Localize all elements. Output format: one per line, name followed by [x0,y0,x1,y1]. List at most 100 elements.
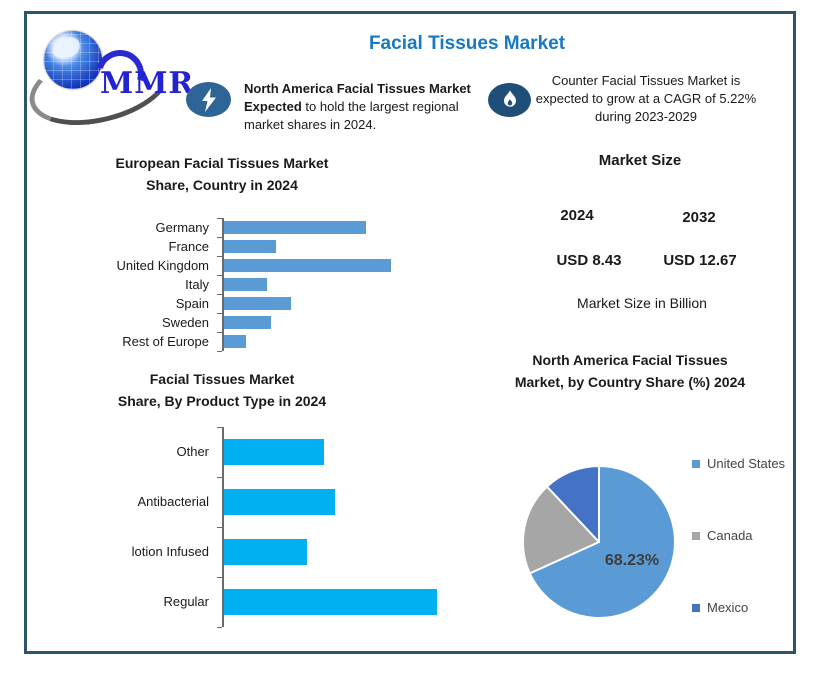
legend-label: United States [707,456,786,471]
pie-chart-title-line1: North America Facial Tissues [532,352,728,368]
bar-row: Regular [30,577,437,627]
legend-item-united-states: United States [692,455,785,472]
axis-tick [217,313,222,314]
bar-track [222,477,420,527]
market-size-value-2032: USD 12.67 [663,252,737,269]
pie-slice-mexico [545,465,600,543]
bar-label: Regular [163,594,209,609]
bar-track [222,427,420,477]
europe-chart-title-line2: Share, Country in 2024 [146,177,298,193]
bar-label: Other [176,444,209,459]
bar-label: Italy [185,277,209,292]
axis-tick [217,527,222,528]
axis-tick [217,237,222,238]
axis-tick [217,627,222,628]
bar-row: United Kingdom [30,256,420,275]
bar-sweden [224,316,271,329]
pie-chart-title: North America Facial Tissues Market, by … [515,349,745,393]
page-title: Facial Tissues Market [368,33,566,54]
bar-track [222,577,437,627]
bar-label: Antibacterial [137,494,209,509]
axis-tick [217,275,222,276]
pie-slice-canada [522,485,600,575]
axis-tick [217,351,222,352]
pie-slice-united-states [528,465,676,619]
product-chart-title-line2: Share, By Product Type in 2024 [117,393,327,409]
bar-regular [224,589,437,615]
legend-label: Canada [707,528,753,543]
legend-swatch-icon [692,603,700,612]
bar-row: France [30,237,420,256]
bar-track [222,237,420,256]
logo-text: MMR [100,66,195,101]
bar-label: France [168,239,209,254]
mmr-logo: MMR [21,24,196,139]
legend-label: Mexico [707,600,749,615]
bar-track [222,294,420,313]
callout-bold-1: North America Facial Tissues Market [244,81,471,96]
market-size-footnote: Market Size in Billion [577,295,707,311]
bar-row: Spain [30,294,420,313]
bar-row: Sweden [30,313,420,332]
market-size-title: Market Size [598,152,682,169]
y-axis-line [222,427,224,627]
bar-track [222,256,420,275]
bar-label: United Kingdom [116,258,210,273]
bar-track [222,275,420,294]
europe-chart-title: European Facial Tissues Market Share, Co… [116,152,329,196]
bar-row: Italy [30,275,420,294]
flame-icon [488,83,531,117]
bar-germany [224,221,366,234]
axis-tick [217,577,222,578]
bar-label: lotion Infused [131,544,209,559]
bar-spain [224,297,291,310]
lightning-bolt-glyph [201,87,216,112]
legend-swatch-icon [692,459,700,468]
bar-label: Sweden [162,315,209,330]
bar-row: Other [30,427,420,477]
bar-other [224,439,325,465]
axis-tick [217,218,222,219]
bar-label: Germany [155,220,209,235]
market-size-value-2024: USD 8.43 [556,252,622,269]
bar-track [222,313,420,332]
callout-counter-market: Counter Facial Tissues Market is expecte… [535,73,757,124]
bar-label: Rest of Europe [122,334,209,349]
bar-track [222,527,420,577]
bar-rest-of-europe [224,335,246,348]
product-chart-title-line1: Facial Tissues Market [149,371,295,387]
axis-tick [217,256,222,257]
axis-tick [217,332,222,333]
pie-legend: United States Canada Mexico [692,455,785,616]
bar-label: Spain [175,296,209,311]
pie-chart-svg [522,465,676,619]
axis-tick [217,294,222,295]
product-chart-title: Facial Tissues Market Share, By Product … [118,368,326,412]
bar-row: lotion Infused [30,527,420,577]
y-axis-line [222,218,224,351]
bar-france [224,240,276,253]
market-size-year-2032: 2032 [682,209,716,226]
europe-chart-title-line1: European Facial Tissues Market [115,155,329,171]
bar-track [222,218,420,237]
bar-lotion-infused [224,539,308,565]
axis-tick [217,427,222,428]
pie-chart [520,463,678,621]
legend-swatch-icon [692,531,700,540]
lightning-icon [186,82,231,117]
bar-united-kingdom [224,259,391,272]
bar-antibacterial [224,489,335,515]
pie-data-label: 68.23% [604,552,660,569]
bar-italy [224,278,268,291]
europe-bar-chart: Germany France United Kingdom Italy Spain Swe… [30,218,420,352]
callout-rest: to hold the largest regional market shar… [244,99,459,132]
bar-row: Rest of Europe [30,332,420,351]
market-size-year-2024: 2024 [560,207,594,224]
callout-bold-2: Expected [244,99,302,114]
globe-icon [44,31,102,89]
bar-row: Germany [30,218,420,237]
flame-glyph [503,90,516,107]
legend-item-canada: Canada [692,527,785,544]
bar-track [222,332,420,351]
